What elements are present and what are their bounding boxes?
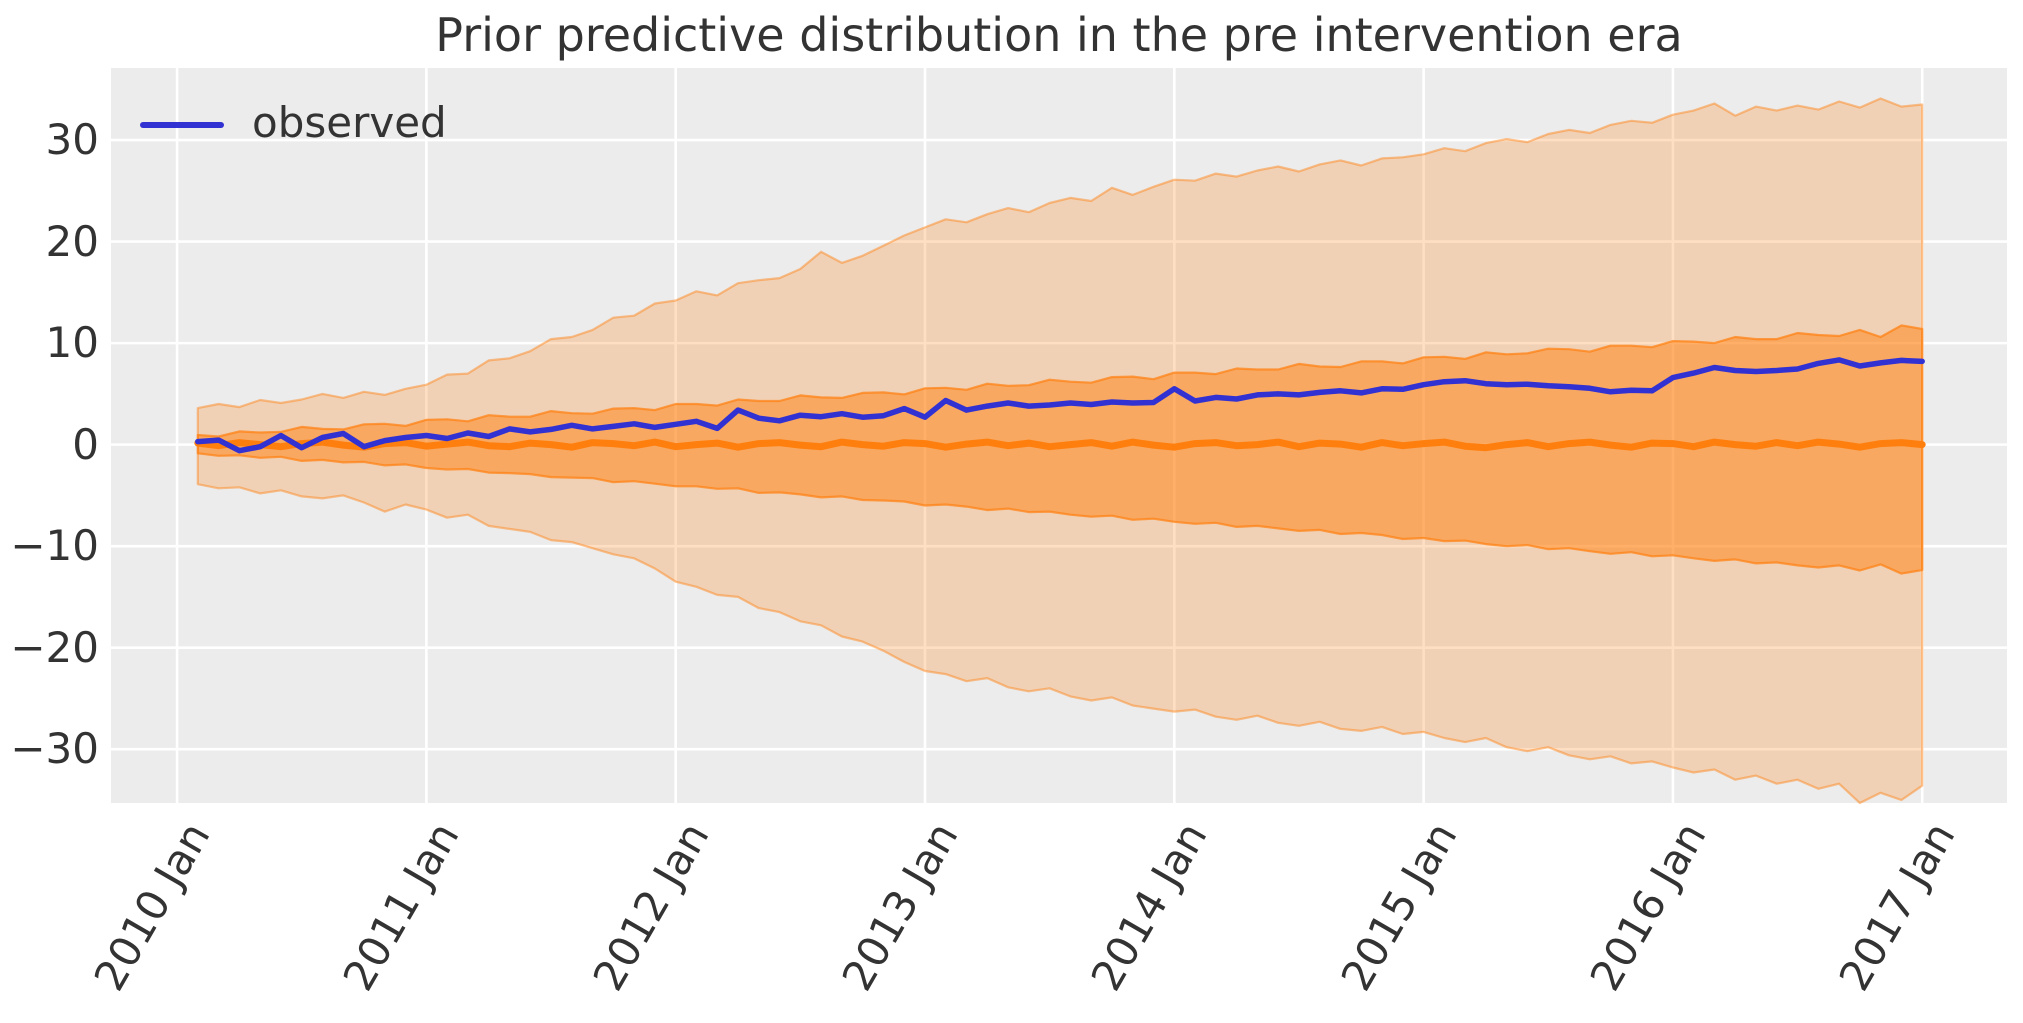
observed-line [195,357,1925,454]
inner-interval-band [196,324,1924,575]
y-tick-label: 30 [45,115,99,165]
legend: observed [140,98,447,147]
y-tick-label: 20 [45,216,99,266]
y-tick-label: −30 [10,724,99,774]
legend-line-swatch [140,121,224,128]
y-tick-label: 0 [72,419,99,469]
y-tick-label: −10 [10,521,99,571]
y-tick-label: 10 [45,318,99,368]
chart-title: Prior predictive distribution in the pre… [435,8,1683,62]
y-tick-label: −20 [10,622,99,672]
legend-label: observed [252,98,447,147]
prior-mean-line [194,438,1926,452]
